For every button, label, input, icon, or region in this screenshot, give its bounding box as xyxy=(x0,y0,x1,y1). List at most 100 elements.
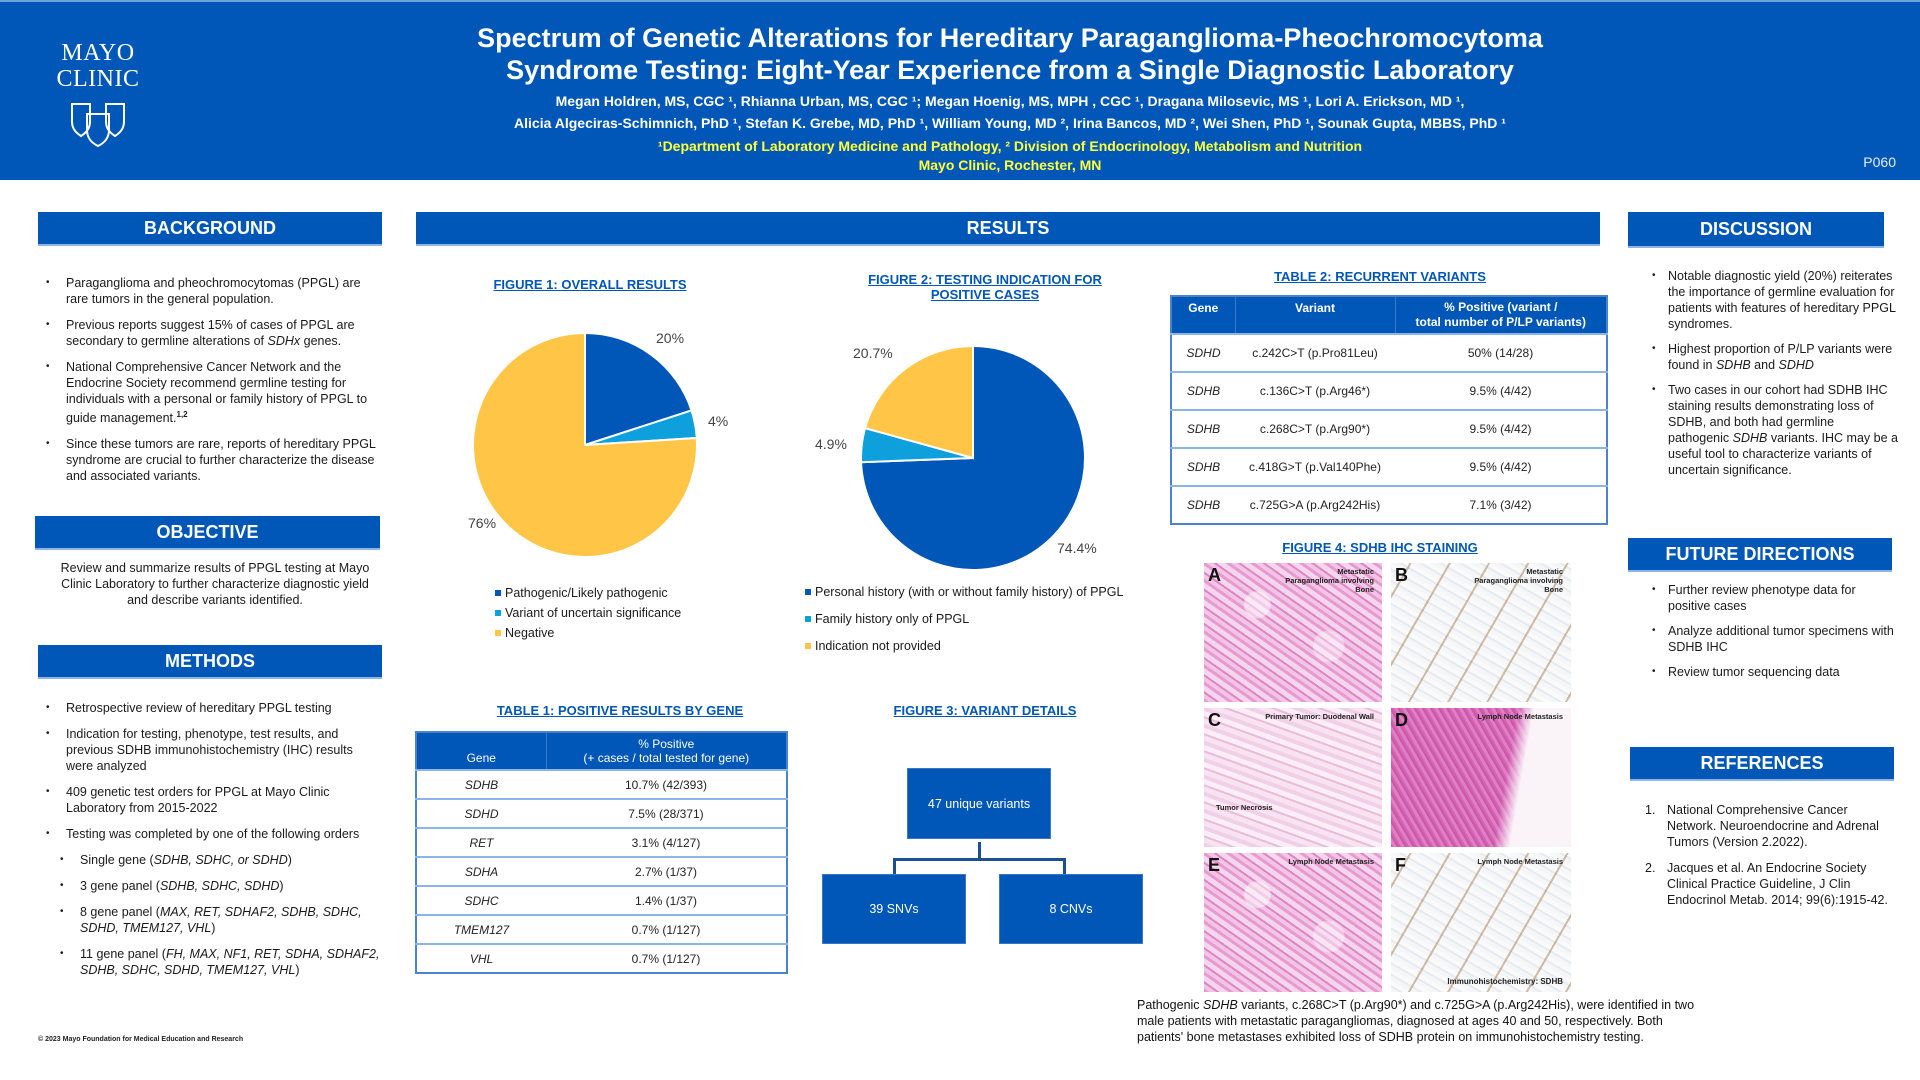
table2-header-positive: % Positive (variant / total number of P/L… xyxy=(1395,296,1608,334)
caption-text: variants, c.268C>T (p.Arg90*) and c.725G… xyxy=(1137,998,1695,1044)
subitem-prefix: 11 gene panel ( xyxy=(80,947,166,961)
table1-row: SDHA 2.7% (1/37) xyxy=(416,856,787,886)
subitem-suffix: ) xyxy=(287,853,292,867)
table2-header-variant: Variant xyxy=(1235,296,1396,334)
references-heading: REFERENCES xyxy=(1630,747,1894,781)
table1-cell-gene: VHL xyxy=(416,943,546,973)
legend-swatch xyxy=(495,590,501,596)
discussion-item-text: Highest proportion of P/LP variants were… xyxy=(1668,342,1893,372)
three-shields-icon xyxy=(71,103,125,148)
table1-cell-gene: SDHC xyxy=(416,885,546,915)
legend-label: Pathogenic/Likely pathogenic xyxy=(505,586,668,600)
discussion-item: Highest proportion of P/LP variants were… xyxy=(1648,341,1898,373)
table1-positive-results-by-gene: Gene % Positive (+ cases / total tested f… xyxy=(415,731,788,974)
discussion-item: Two cases in our cohort had SDHB IHC sta… xyxy=(1648,382,1898,478)
discussion-item-text: Two cases in our cohort had SDHB IHC sta… xyxy=(1668,383,1898,477)
legend-item: Negative xyxy=(495,623,681,643)
table2-cell-variant: c.725G>A (p.Arg242His) xyxy=(1235,485,1395,524)
table1-cell-gene: RET xyxy=(416,827,546,857)
flow-connector xyxy=(893,858,896,875)
table2-cell-value: 9.5% (4/42) xyxy=(1395,447,1607,486)
table1-cell-gene: SDHB xyxy=(416,769,546,799)
table1-row: TMEM127 0.7% (1/127) xyxy=(416,914,787,944)
legend-label: Negative xyxy=(505,626,555,640)
flow-box-cnvs: 8 CNVs xyxy=(999,874,1143,944)
title-line-2: Syndrome Testing: Eight-Year Experience … xyxy=(506,55,1514,85)
figure2-label-personal-history: 74.4% xyxy=(1057,540,1097,556)
panel-letter: D xyxy=(1395,710,1408,730)
table1-cell-gene: SDHD xyxy=(416,798,546,828)
table2-title: TABLE 2: RECURRENT VARIANTS xyxy=(1274,269,1486,284)
methods-item-text: Retrospective review of hereditary PPGL … xyxy=(66,701,332,715)
table1-header-row: Gene % Positive (+ cases / total tested f… xyxy=(416,732,788,770)
methods-item-text: Indication for testing, phenotype, test … xyxy=(66,727,353,773)
table2-cell-gene: SDHB xyxy=(1171,447,1235,486)
header-line: % Positive (variant / xyxy=(1444,300,1558,314)
panel-caption: Lymph Node Metastasis xyxy=(1477,712,1563,721)
figure2-title: FIGURE 2: TESTING INDICATION FOR POSITIV… xyxy=(868,272,1102,302)
table1-header-gene: Gene xyxy=(416,732,547,770)
figure1-label-vus: 4% xyxy=(708,413,729,429)
table1-cell-value: 10.7% (42/393) xyxy=(546,769,787,799)
table2-cell-gene: SDHB xyxy=(1171,409,1235,448)
legend-label: Family history only of PPGL xyxy=(815,612,970,626)
flow-connector xyxy=(1063,858,1066,875)
table1-cell-value: 3.1% (4/127) xyxy=(546,827,787,857)
figure1-label-pathogenic: 20% xyxy=(656,330,685,346)
table2-cell-gene: SDHD xyxy=(1171,333,1235,372)
flow-box-unique-variants: 47 unique variants xyxy=(907,768,1051,839)
future-directions-heading: FUTURE DIRECTIONS xyxy=(1628,538,1892,572)
legend-label: Variant of uncertain significance xyxy=(505,606,682,620)
references-list: 1. National Comprehensive Cancer Network.… xyxy=(1640,802,1900,918)
author-list: Megan Holdren, MS, CGC ¹, Rhianna Urban,… xyxy=(300,90,1720,134)
discussion-list: Notable diagnostic yield (20%) reiterate… xyxy=(1648,268,1898,487)
background-item-text: National Comprehensive Cancer Network an… xyxy=(66,360,368,426)
logo-wordmark-line2: CLINIC xyxy=(56,66,140,92)
panel-note: Immunohistochemistry: SDHB xyxy=(1447,977,1563,986)
table2-cell-value: 9.5% (4/42) xyxy=(1395,409,1607,448)
table2-cell-variant: c.136C>T (p.Arg46*) xyxy=(1235,371,1395,410)
table2-recurrent-variants: Gene Variant % Positive (variant / total … xyxy=(1170,295,1608,525)
table2-row: SDHB c.136C>T (p.Arg46*) 9.5% (4/42) xyxy=(1171,371,1607,410)
pie-slice-pathogenic-likely-pathogenic xyxy=(584,331,693,447)
panel-letter: A xyxy=(1208,565,1221,585)
methods-item: Testing was completed by one of the foll… xyxy=(38,826,383,842)
caption-gene: SDHB xyxy=(1203,998,1238,1012)
figure4-caption: Pathogenic SDHB variants, c.268C>T (p.Ar… xyxy=(1137,997,1697,1045)
table1-row: SDHB 10.7% (42/393) xyxy=(416,769,787,799)
table2-header-gene: Gene xyxy=(1171,296,1236,334)
table2-row: SDHD c.242C>T (p.Pro81Leu) 50% (14/28) xyxy=(1171,333,1607,372)
header-line: % Positive xyxy=(638,737,695,751)
subitem-genes: SDHB, SDHC, SDHD xyxy=(159,879,280,893)
panel-caption: Primary Tumor: Duodenal Wall xyxy=(1265,712,1374,721)
background-item: Paraganglioma and pheochromocytomas (PPG… xyxy=(38,275,383,307)
methods-heading: METHODS xyxy=(38,645,382,679)
figure4-title: FIGURE 4: SDHB IHC STAINING xyxy=(1282,540,1478,555)
table2-cell-variant: c.242C>T (p.Pro81Leu) xyxy=(1235,333,1395,372)
table2-cell-value: 50% (14/28) xyxy=(1395,333,1607,372)
table1-cell-value: 1.4% (1/37) xyxy=(546,885,787,915)
ihc-panel-d: D Lymph Node Metastasis xyxy=(1391,708,1571,847)
background-item: Since these tumors are rare, reports of … xyxy=(38,436,383,484)
table2-header-row: Gene Variant % Positive (variant / total … xyxy=(1171,296,1608,334)
methods-item-text: 409 genetic test orders for PPGL at Mayo… xyxy=(66,785,330,815)
table1-cell-value: 2.7% (1/37) xyxy=(546,856,787,886)
poster-header: MAYO CLINIC Spectrum of Genetic Alterati… xyxy=(0,0,1920,180)
subitem-prefix: 8 gene panel ( xyxy=(80,905,160,919)
methods-list: Retrospective review of hereditary PPGL … xyxy=(38,700,383,988)
flow-box-snvs: 39 SNVs xyxy=(822,874,966,944)
mayo-clinic-logo: MAYO CLINIC xyxy=(48,40,148,153)
pie-slice-indication-not-provided xyxy=(863,344,974,460)
legend-swatch xyxy=(805,643,811,649)
legend-item: Personal history (with or without family… xyxy=(805,582,1123,602)
poster-title: Spectrum of Genetic Alterations for Here… xyxy=(300,22,1720,86)
reference-item: 2. Jacques et al. An Endocrine Society Cl… xyxy=(1640,860,1900,908)
ihc-panel-e: E Lymph Node Metastasis xyxy=(1204,853,1382,992)
table2-cell-variant: c.418G>T (p.Val140Phe) xyxy=(1235,447,1395,486)
authors-line-2: Alicia Algeciras-Schimnich, PhD ¹, Stefa… xyxy=(514,115,1506,131)
panel-note: Tumor Necrosis xyxy=(1216,803,1273,812)
methods-item-text: Testing was completed by one of the foll… xyxy=(66,827,360,841)
discussion-item-text: Notable diagnostic yield (20%) reiterate… xyxy=(1668,269,1896,331)
background-item-text: Since these tumors are rare, reports of … xyxy=(66,437,376,484)
methods-item: Indication for testing, phenotype, test … xyxy=(38,726,383,774)
